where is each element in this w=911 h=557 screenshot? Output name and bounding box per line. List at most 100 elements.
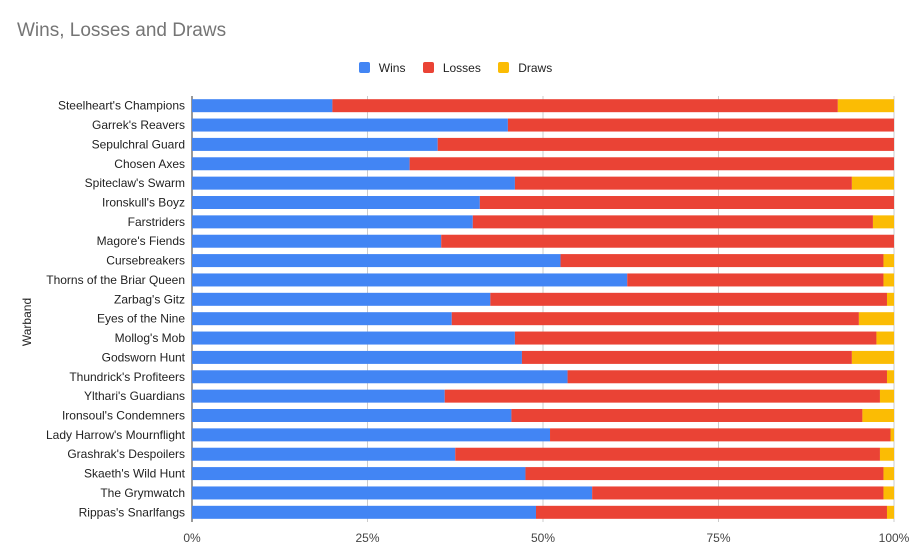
bar-wins [192,292,491,306]
y-tick-label: Chosen Axes [114,157,185,171]
bar-losses [490,292,887,306]
bar-losses [451,312,859,326]
bar-losses [521,350,852,364]
bar-wins [192,447,456,461]
y-tick-label: Eyes of the Nine [97,312,185,326]
bar-losses [332,99,838,113]
y-tick-label: Thundrick's Profiteers [69,370,185,384]
y-tick-label: Spiteclaw's Swarm [85,176,185,190]
bar-wins [192,157,410,171]
bar-wins [192,137,438,151]
y-tick-label: Sepulchral Guard [92,137,185,151]
bar-draws [851,176,894,190]
x-tick-label: 75% [706,531,730,545]
y-tick-label: Steelheart's Champions [58,99,185,113]
bar-wins [192,196,480,209]
bar-losses [437,137,894,151]
bar-draws [862,409,894,422]
bar-wins [192,505,536,519]
y-tick-label: Grashrak's Despoilers [67,447,185,461]
bar-losses [441,234,894,248]
bar-draws [876,331,894,345]
legend-item-draws[interactable]: Draws [498,61,552,75]
bar-losses [507,118,894,132]
bar-wins [192,350,522,364]
y-tick-label: Mollog's Mob [115,331,186,345]
bar-losses [525,467,884,481]
bar-draws [886,505,894,519]
x-tick-label: 0% [183,531,201,545]
bar-wins [192,331,515,345]
bar-wins [192,428,551,442]
bar-wins [192,467,526,481]
bar-draws [883,273,894,287]
legend-label-wins: Wins [378,60,406,75]
bar-losses [455,447,880,461]
legend-item-wins[interactable]: Wins [358,60,406,75]
legend-label-draws: Draws [518,60,553,75]
bar-draws [883,254,894,268]
bar-losses [444,389,880,403]
legend-swatch-losses [422,61,434,73]
bar-wins [192,273,628,287]
y-tick-label: Skaeth's Wild Hunt [84,467,186,481]
y-tick-label: Godsworn Hunt [102,350,186,364]
bar-wins [192,176,515,190]
bar-draws [886,370,894,384]
bar-wins [192,99,333,113]
bar-draws [837,99,894,113]
bar-losses [550,428,891,442]
y-tick-label: Ironskull's Boyz [102,196,185,210]
y-tick-label: Cursebreakers [106,254,185,268]
bar-wins [192,312,452,326]
bar-wins [192,234,442,248]
bar-draws [879,447,894,461]
bar-wins [192,370,568,384]
bar-draws [851,350,894,364]
bar-losses [535,505,887,519]
bar-draws [886,292,894,306]
x-tick-label: 25% [355,531,379,545]
bar-wins [192,389,445,403]
y-tick-label: Rippas's Snarlfangs [79,505,185,519]
y-tick-label: Zarbag's Gitz [114,292,185,306]
bar-wins [192,118,508,132]
y-tick-label: Garrek's Reavers [92,118,185,132]
bar-draws [858,312,894,326]
chart-title: Wins, Losses and Draws [17,20,227,41]
bar-draws [872,215,894,229]
y-tick-label: The Grymwatch [100,486,185,500]
y-tick-label: Lady Harrow's Mournflight [46,428,186,442]
y-tick-label: Magore's Fiends [97,234,185,248]
legend-swatch-wins [358,61,370,73]
bar-losses [567,370,887,384]
legend-label-losses: Losses [442,60,481,75]
bar-losses [627,273,884,287]
bar-losses [514,331,877,345]
bar-draws [883,486,894,500]
bar-losses [511,409,863,422]
bar-losses [479,196,894,209]
bar-losses [514,176,852,190]
bar-draws [879,389,894,403]
bar-draws [883,467,894,481]
legend-swatch-draws [498,61,510,73]
legend-item-losses[interactable]: Losses [422,60,481,75]
bar-losses [409,157,894,171]
bar-wins [192,486,593,500]
x-tick-label: 50% [531,531,555,545]
y-tick-label: Thorns of the Briar Queen [46,273,185,287]
legend: Wins Losses Draws [0,60,911,75]
y-tick-label: Ironsoul's Condemners [62,409,185,423]
bar-losses [592,486,884,500]
y-tick-label: Farstriders [128,215,185,229]
bar-wins [192,409,512,422]
y-tick-label: Ylthari's Guardians [84,389,185,403]
x-tick-label: 100% [879,531,910,545]
bar-wins [192,254,561,268]
bar-losses [560,254,884,268]
bar-wins [192,215,473,229]
bar-losses [472,215,873,229]
bar-draws [890,428,894,442]
